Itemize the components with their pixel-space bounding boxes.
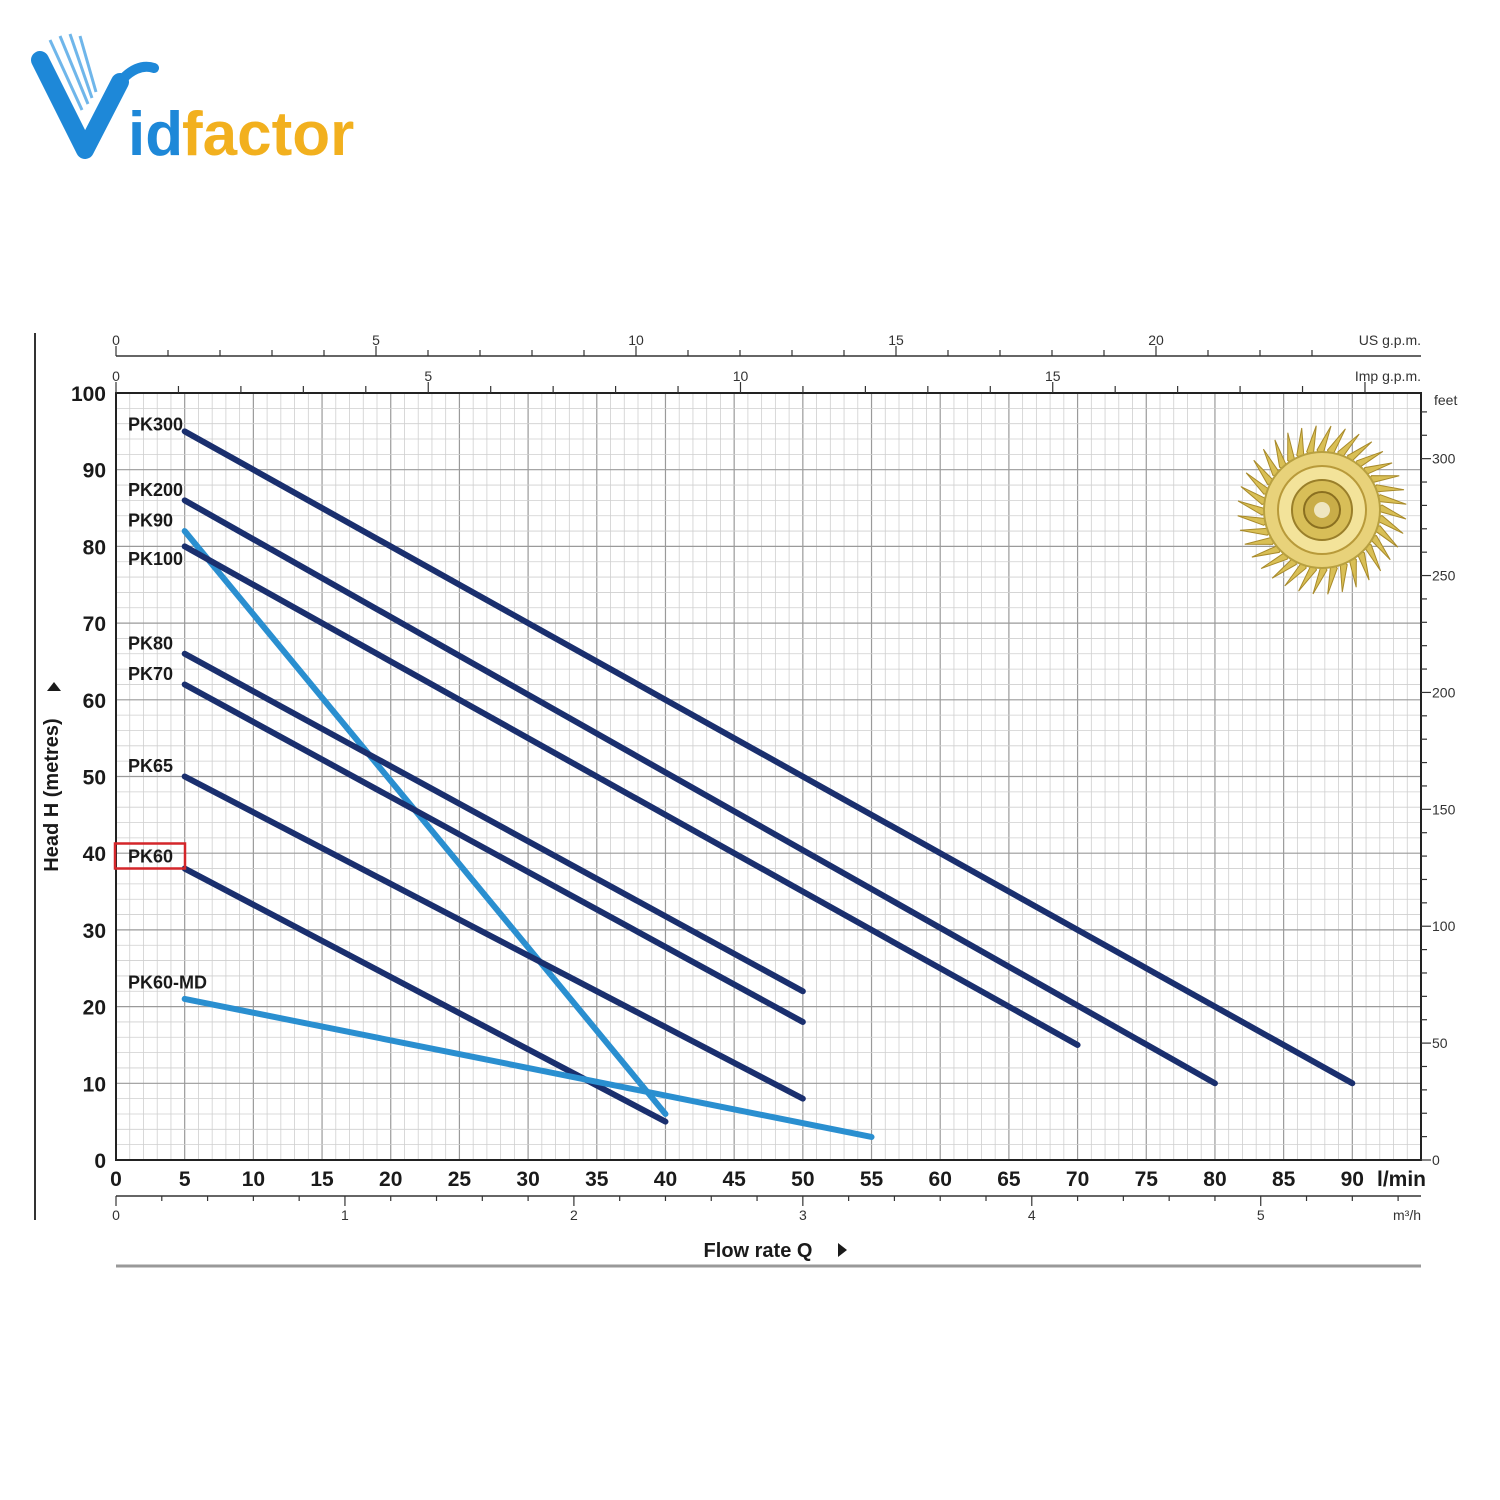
y-tick-label: 90: [83, 460, 106, 483]
series-label-pk90: PK90: [128, 511, 173, 531]
y-tick-label: 10: [83, 1073, 106, 1096]
y-tick-label: 40: [83, 843, 106, 866]
us-gpm-tick-label: 0: [112, 332, 120, 348]
feet-tick-label: 250: [1432, 568, 1456, 584]
x-tick-label: 30: [516, 1168, 539, 1191]
y-arrow-icon: [47, 682, 61, 691]
x-tick-label: 40: [654, 1168, 677, 1191]
us-gpm-axis-label: US g.p.m.: [1359, 332, 1421, 348]
series-line-pk100: [181, 543, 1081, 1048]
m3h-tick-label: 4: [1028, 1207, 1036, 1223]
series-label-pk65: PK65: [128, 756, 173, 776]
series-label-pk80: PK80: [128, 633, 173, 653]
us-gpm-tick-label: 10: [628, 332, 644, 348]
m3h-axis-label: m³/h: [1393, 1207, 1421, 1223]
x-axis-title: Flow rate Q: [704, 1240, 813, 1262]
highlight-box: [113, 842, 187, 870]
x-axis-title-group: Flow rate Q: [704, 1240, 847, 1262]
series-line-pk65: [181, 773, 806, 1102]
y-tick-label: 100: [71, 383, 106, 406]
x-tick-label: 80: [1203, 1168, 1226, 1191]
logo-text-factor: factor: [182, 100, 354, 169]
series-label-pk70: PK70: [128, 664, 173, 684]
x-tick-label: 60: [929, 1168, 952, 1191]
bird-icon: [31, 33, 159, 159]
feet-tick-label: 150: [1432, 801, 1456, 817]
plot-frame: [115, 392, 1422, 1161]
vidfactor-logo: id factor: [31, 33, 354, 169]
y-axis-title-group: Head H (metres): [41, 682, 63, 872]
m3h-tick-label: 3: [799, 1207, 807, 1223]
x-tick-label: 75: [1135, 1168, 1159, 1191]
x-tick-label: 20: [379, 1168, 402, 1191]
x-tick-label: 0: [110, 1168, 122, 1191]
m3h-tick-label: 1: [341, 1207, 349, 1223]
feet-tick-label: 200: [1432, 684, 1456, 700]
x-tick-label: 70: [1066, 1168, 1089, 1191]
y-axis-ticks: 0 10 20 30 40 50 60 70 80 90 100: [71, 383, 106, 1173]
y-tick-label: 30: [83, 920, 106, 943]
x-unit-label: l/min: [1377, 1168, 1426, 1191]
series-line-pk300: [181, 428, 1356, 1087]
series-label-pk60: PK60: [128, 847, 173, 867]
us-gpm-tick-label: 5: [372, 332, 380, 348]
x-tick-label: 85: [1272, 1168, 1296, 1191]
series-line-pk80: [181, 650, 806, 995]
feet-tick-label: 300: [1432, 451, 1456, 467]
x-tick-label: 45: [722, 1168, 746, 1191]
feet-tick-label: 100: [1432, 918, 1456, 934]
series-line-pk200: [181, 497, 1218, 1087]
series-labels: PK300 PK200 PK90 PK100 PK80 PK70 PK65 PK60 PK60-…: [113, 415, 207, 992]
y-tick-label: 50: [83, 767, 106, 790]
series-label-pk200: PK200: [128, 480, 183, 500]
x-tick-label: 10: [242, 1168, 265, 1191]
imp-gpm-tick-label: 5: [424, 368, 432, 384]
series-line-pk60-md: [181, 995, 875, 1140]
y-tick-label: 80: [83, 536, 106, 559]
x-tick-label: 35: [585, 1168, 609, 1191]
feet-axis-label: feet: [1434, 392, 1457, 408]
x-tick-label: 65: [997, 1168, 1021, 1191]
us-gpm-tick-label: 20: [1148, 332, 1164, 348]
y-tick-label: 20: [83, 997, 106, 1020]
y-axis-title: Head H (metres): [41, 718, 63, 871]
m3h-tick-label: 0: [112, 1207, 120, 1223]
impeller-icon: [1237, 425, 1407, 595]
series-line-pk90: [181, 528, 669, 1117]
y-tick-label: 0: [94, 1150, 106, 1173]
feet-tick-label: 50: [1432, 1035, 1448, 1051]
imp-gpm-tick-label: 0: [112, 368, 120, 384]
m3h-tick-label: 2: [570, 1207, 578, 1223]
feet-tick-label: 0: [1432, 1152, 1440, 1168]
series-label-pk100: PK100: [128, 549, 183, 569]
x-arrow-icon: [838, 1243, 847, 1257]
logo-text-id: id: [128, 100, 183, 169]
x-tick-label: 25: [448, 1168, 472, 1191]
x-axis-ticks: 0 5 10 15 20 25 30 35 40 45 50 55 60 65 70 75 80 85 90: [110, 1168, 1364, 1191]
x-tick-label: 50: [791, 1168, 814, 1191]
imp-gpm-tick-label: 10: [733, 368, 749, 384]
x-tick-label: 90: [1341, 1168, 1364, 1191]
imp-gpm-axis-label: Imp g.p.m.: [1355, 368, 1421, 384]
y-tick-label: 70: [83, 613, 106, 636]
m3h-tick-label: 5: [1257, 1207, 1265, 1223]
x-tick-label: 5: [179, 1168, 191, 1191]
series-line-pk70: [181, 681, 806, 1025]
series-layer: [181, 428, 1356, 1140]
feet-axis: 0 50 100 150 200 250 300 feet: [1421, 392, 1457, 1168]
imp-gpm-axis: 0 5 10 15 Imp g.p.m.: [112, 368, 1421, 393]
imp-gpm-tick-label: 15: [1045, 368, 1061, 384]
us-gpm-axis: 0 5 10 15 20 US g.p.m.: [112, 332, 1421, 357]
us-gpm-tick-label: 15: [888, 332, 904, 348]
x-tick-label: 55: [860, 1168, 884, 1191]
chart-grid: [115, 392, 1422, 1161]
series-label-pk300: PK300: [128, 415, 183, 435]
m3h-axis: 0 1 2 3 4 5 m³/h: [112, 1195, 1421, 1223]
x-tick-label: 15: [310, 1168, 334, 1191]
y-tick-label: 60: [83, 690, 106, 713]
series-label-pk60-md: PK60-MD: [128, 972, 207, 992]
